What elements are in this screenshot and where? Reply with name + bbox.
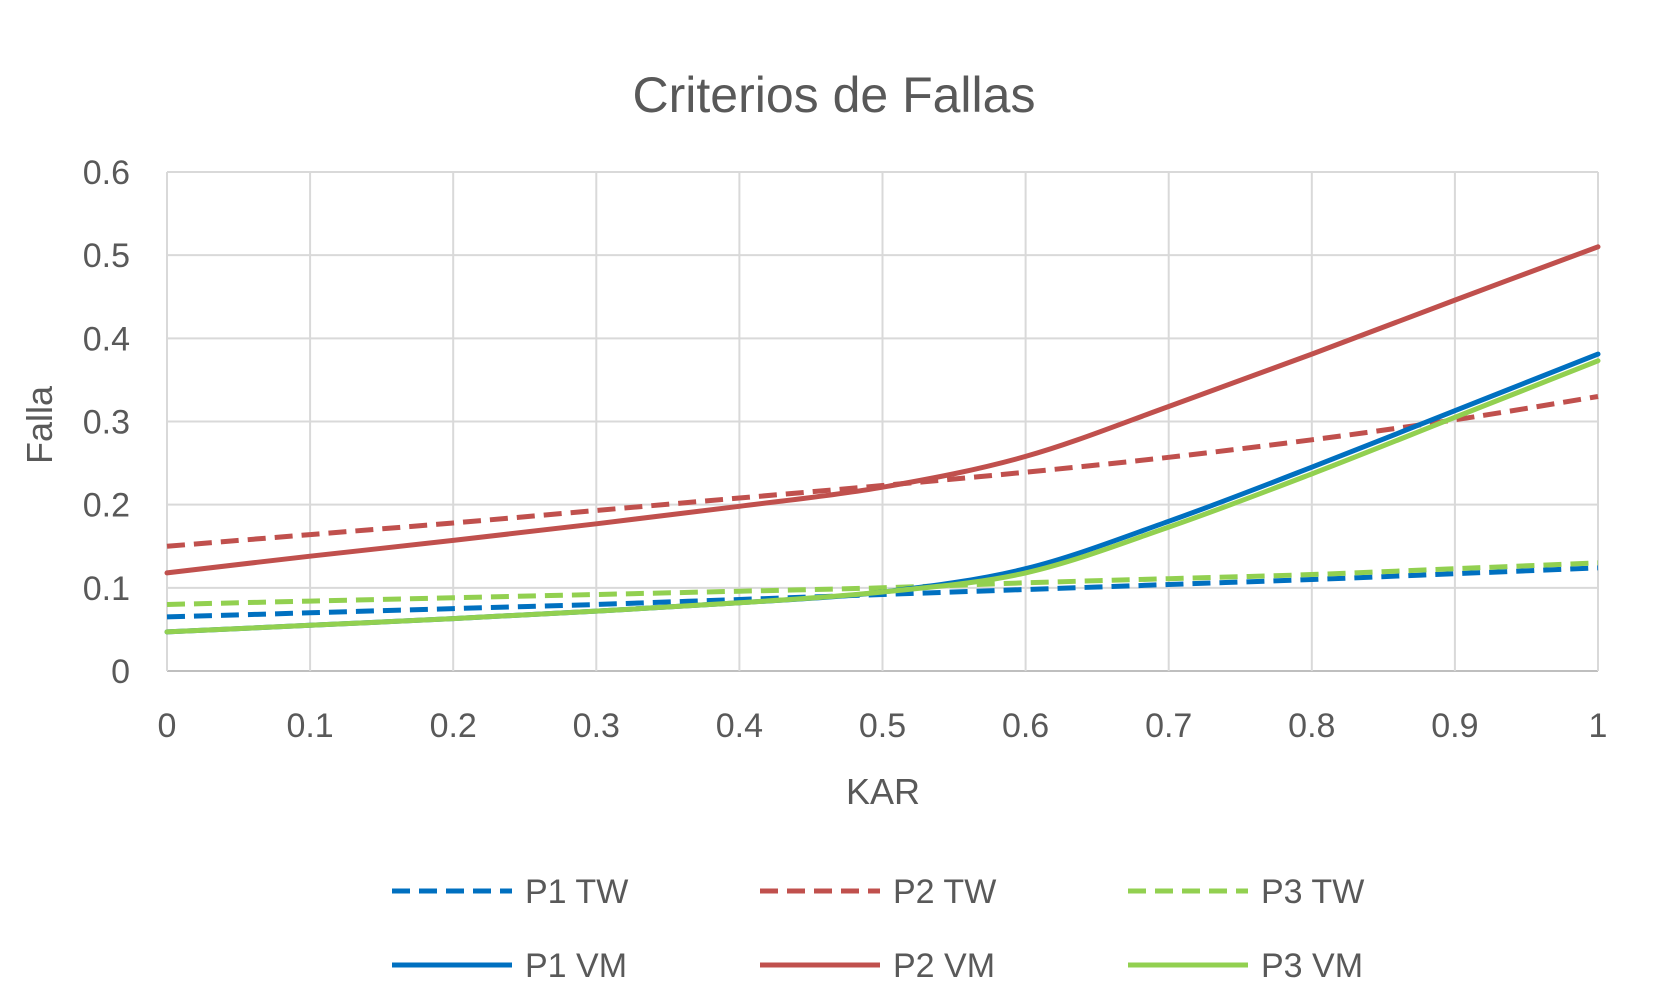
legend-label: P2 VM (893, 947, 995, 985)
y-tick-label: 0.5 (83, 237, 130, 275)
y-axis-ticks: 0 0.1 0.2 0.3 0.4 0.5 0.6 (83, 154, 130, 691)
legend-label: P1 VM (525, 947, 627, 985)
x-tick-label: 0 (158, 707, 177, 745)
series-line-p2-tw (166, 394, 1599, 549)
series-line-p3-vm (164, 358, 1601, 635)
legend: P1 TW P2 TW P3 TW P1 VM P2 VM P3 VM (392, 873, 1364, 985)
legend-label: P3 TW (1261, 873, 1364, 911)
x-tick-label: 0.9 (1431, 707, 1478, 745)
x-tick-label: 0.4 (716, 707, 763, 745)
y-axis-label: Falla (19, 385, 60, 464)
series-line-p2-vm (164, 244, 1601, 576)
y-tick-label: 0.2 (83, 487, 130, 525)
legend-label: P1 TW (525, 873, 628, 911)
y-tick-label: 0 (111, 653, 130, 691)
x-tick-label: 0.8 (1288, 707, 1335, 745)
y-tick-label: 0.1 (83, 570, 130, 608)
x-tick-label: 0.3 (573, 707, 620, 745)
y-tick-label: 0.6 (83, 154, 130, 192)
legend-label: P2 TW (893, 873, 996, 911)
x-tick-label: 1 (1589, 707, 1608, 745)
legend-item: P2 VM (760, 947, 995, 985)
y-tick-label: 0.3 (83, 404, 130, 442)
legend-item: P2 TW (760, 873, 996, 911)
x-tick-label: 0.7 (1145, 707, 1192, 745)
series-line-p3-tw (166, 560, 1599, 607)
y-tick-label: 0.4 (83, 320, 130, 358)
chart-title: Criterios de Fallas (633, 67, 1036, 123)
legend-item: P3 TW (1128, 873, 1364, 911)
legend-item: P1 TW (392, 873, 628, 911)
legend-label: P3 VM (1261, 947, 1363, 985)
legend-item: P1 VM (392, 947, 627, 985)
x-tick-label: 0.1 (286, 707, 333, 745)
x-tick-label: 0.2 (430, 707, 477, 745)
series-lines (164, 244, 1601, 635)
x-axis-label: KAR (846, 771, 920, 812)
legend-item: P3 VM (1128, 947, 1363, 985)
x-tick-label: 0.5 (859, 707, 906, 745)
x-axis-ticks: 0 0.1 0.2 0.3 0.4 0.5 0.6 0.7 0.8 0.9 1 (158, 707, 1608, 745)
x-tick-label: 0.6 (1002, 707, 1049, 745)
gridlines (166, 171, 1599, 672)
